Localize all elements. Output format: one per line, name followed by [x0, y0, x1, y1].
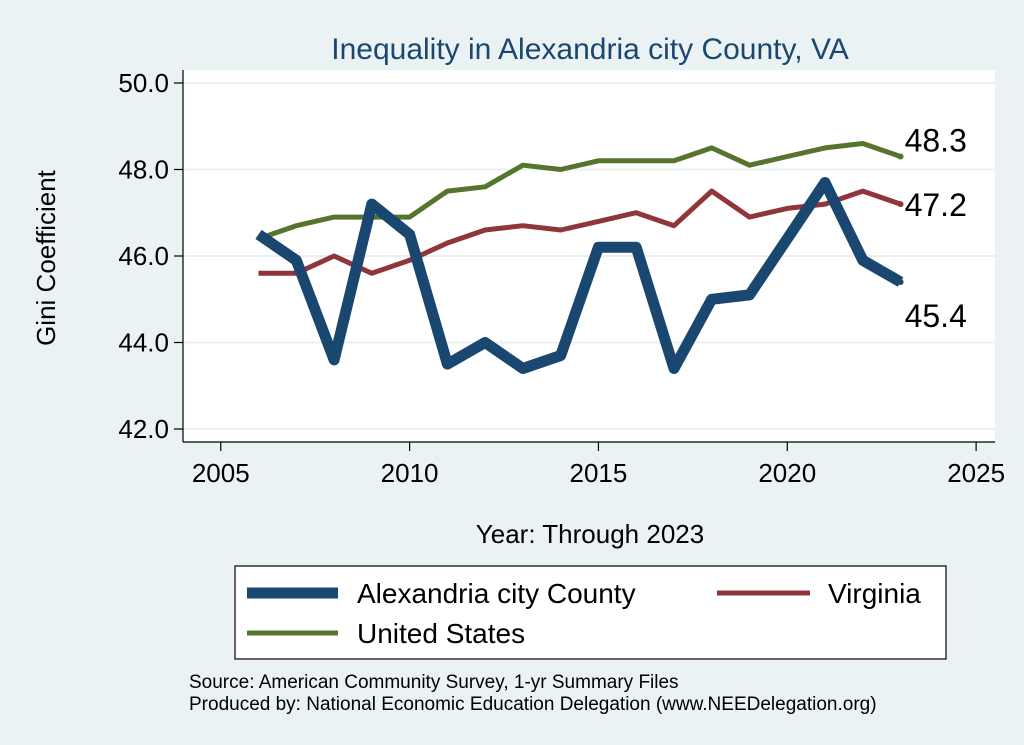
- y-axis-label: Gini Coefficient: [31, 169, 61, 346]
- end-labels: 45.4 47.2 48.3: [897, 123, 967, 334]
- y-ticks: 42.0 44.0 46.0 48.0 50.0: [118, 68, 183, 444]
- y-tick-label: 48.0: [118, 154, 169, 184]
- series-line-alexandria-city-county: [255, 177, 904, 374]
- y-tick-label: 42.0: [118, 414, 169, 444]
- legend-box: [234, 565, 947, 660]
- chart-title: Inequality in Alexandria city County, VA: [331, 33, 849, 66]
- legend-label-united-states: United States: [357, 618, 525, 649]
- series-lines: [255, 141, 904, 374]
- x-tick-label: 2005: [192, 458, 250, 488]
- x-tick-label: 2015: [570, 458, 628, 488]
- legend-label-virginia: Virginia: [828, 578, 921, 609]
- end-marker-united-states: [897, 153, 904, 160]
- end-marker-alexandria-city-county: [897, 278, 904, 285]
- legend-label-alexandria: Alexandria city County: [357, 578, 636, 609]
- legend: Alexandria city County Virginia United S…: [234, 565, 947, 660]
- end-label-alexandria-city-county: 45.4: [905, 298, 967, 334]
- x-axis-label: Year: Through 2023: [476, 519, 704, 549]
- series-line-virginia: [258, 188, 902, 276]
- x-ticks: 2005 2010 2015 2020 2025: [192, 442, 1005, 488]
- x-tick-label: 2020: [758, 458, 816, 488]
- x-tick-label: 2025: [947, 458, 1005, 488]
- producer-note: Produced by: National Economic Education…: [189, 694, 877, 715]
- y-tick-label: 46.0: [118, 241, 169, 271]
- end-label-united-states: 48.3: [905, 123, 967, 159]
- end-marker-virginia: [897, 201, 904, 208]
- end-label-virginia: 47.2: [905, 187, 967, 223]
- source-note: Source: American Community Survey, 1-yr …: [189, 672, 679, 693]
- y-tick-label: 50.0: [118, 68, 169, 98]
- y-tick-label: 44.0: [118, 328, 169, 358]
- x-tick-label: 2010: [381, 458, 439, 488]
